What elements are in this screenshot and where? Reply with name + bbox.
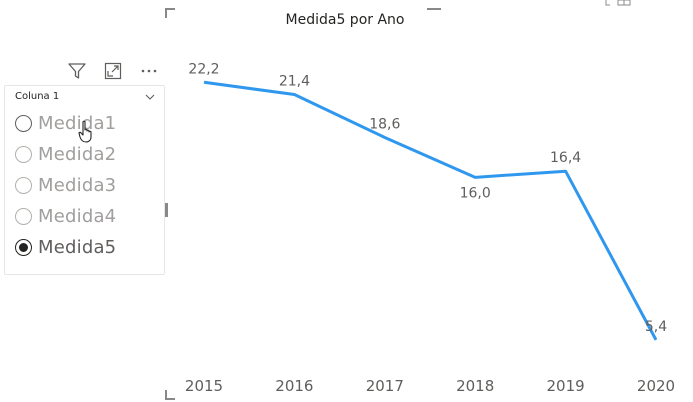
slicer-header-label: Coluna 1 bbox=[15, 91, 60, 102]
slicer-item-medida4[interactable]: Medida4 bbox=[15, 201, 116, 232]
series-line[interactable] bbox=[203, 80, 658, 341]
slicer-item-label: Medida3 bbox=[38, 175, 117, 196]
visual-header-icons[interactable] bbox=[602, 0, 632, 14]
chart-title: Medida5 por Ano bbox=[285, 12, 405, 28]
radio-button-selected[interactable] bbox=[15, 239, 32, 256]
slicer-item-label: Medida4 bbox=[38, 206, 117, 227]
radio-button[interactable] bbox=[15, 208, 32, 225]
radio-button[interactable] bbox=[15, 177, 32, 194]
data-label: 22,2 bbox=[188, 61, 219, 77]
x-tick-label: 2018 bbox=[456, 377, 494, 395]
slicer-item-list: Medida1 Medida2 Medida3 Medida4 Medida5 bbox=[15, 108, 116, 263]
x-tick-label: 2017 bbox=[366, 377, 404, 395]
x-tick-label: 2015 bbox=[185, 377, 223, 395]
radio-button[interactable] bbox=[15, 146, 32, 163]
data-label: 21,4 bbox=[279, 74, 310, 90]
filter-icon[interactable] bbox=[66, 60, 88, 82]
resize-handle-top[interactable] bbox=[427, 8, 441, 10]
slicer-header[interactable]: Coluna 1 bbox=[15, 89, 155, 105]
data-label: 16,4 bbox=[550, 150, 581, 166]
focus-mode-icon[interactable] bbox=[102, 60, 124, 82]
slicer-item-medida2[interactable]: Medida2 bbox=[15, 139, 116, 170]
more-options-icon[interactable] bbox=[138, 60, 160, 82]
slicer-item-medida3[interactable]: Medida3 bbox=[15, 170, 116, 201]
data-label: 18,6 bbox=[369, 116, 400, 132]
measure-slicer: Coluna 1 Medida1 Medida2 Medida3 Medida4… bbox=[4, 85, 165, 275]
chevron-down-icon[interactable] bbox=[145, 92, 155, 102]
data-label: 16,0 bbox=[460, 185, 491, 201]
x-tick-label: 2020 bbox=[637, 377, 675, 395]
x-tick-label: 2016 bbox=[275, 377, 313, 395]
slicer-toolbar bbox=[66, 60, 162, 82]
slicer-item-label: Medida1 bbox=[38, 113, 117, 134]
slicer-item-medida1[interactable]: Medida1 bbox=[15, 108, 116, 139]
radio-button[interactable] bbox=[15, 115, 32, 132]
chart-visual-frame[interactable] bbox=[165, 0, 693, 402]
resize-corner[interactable] bbox=[165, 8, 175, 18]
line-chart[interactable]: 22,2 21,4 18,6 16,0 16,4 5,4 2015 2016 2017 2018 2… bbox=[165, 30, 693, 402]
slicer-item-label: Medida2 bbox=[38, 144, 117, 165]
slicer-item-medida5[interactable]: Medida5 bbox=[15, 232, 116, 263]
data-label: 5,4 bbox=[645, 319, 667, 335]
resize-handle-left[interactable] bbox=[165, 203, 168, 217]
x-tick-label: 2019 bbox=[547, 377, 585, 395]
slicer-item-label: Medida5 bbox=[38, 237, 117, 258]
hand-cursor-icon bbox=[78, 120, 92, 143]
resize-corner[interactable] bbox=[165, 390, 175, 400]
